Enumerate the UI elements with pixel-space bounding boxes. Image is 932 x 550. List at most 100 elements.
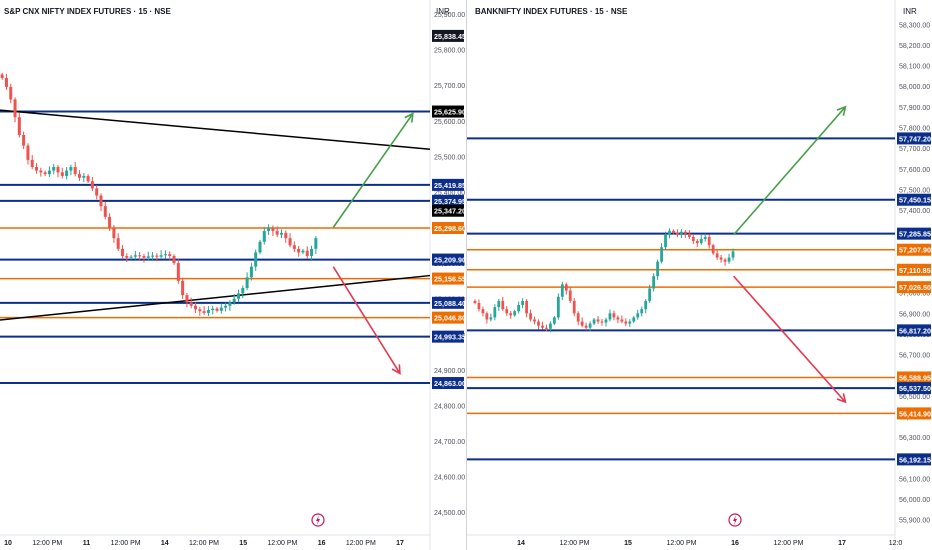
price-tag-label: 25,088.40: [434, 299, 466, 308]
y-tick-label: 57,700.00: [899, 146, 930, 153]
candle-body: [262, 231, 266, 242]
candle-body: [52, 167, 56, 171]
x-tick-label: 15: [239, 540, 247, 547]
candle-body: [30, 159, 34, 168]
candle-body: [683, 231, 687, 234]
y-tick-label: 24,800.00: [434, 403, 465, 410]
y-tick-label: 57,800.00: [899, 126, 930, 133]
candle-body: [604, 319, 608, 323]
banknifty-chart-svg[interactable]: 55,900.0056,000.0056,100.0056,200.0056,3…: [467, 0, 932, 550]
price-tag: [897, 243, 931, 256]
price-tag: [432, 330, 464, 343]
candle-body: [292, 245, 296, 249]
banknifty-chart-panel[interactable]: BANKNIFTY INDEX FUTURES · 15 · NSE INR 5…: [466, 0, 932, 550]
price-tag: [432, 311, 464, 324]
candle-body: [513, 311, 517, 316]
candle-body: [564, 284, 568, 291]
x-tick-label: 16: [318, 540, 326, 547]
y-tick-label: 24,700.00: [434, 439, 465, 446]
candle-body: [731, 251, 735, 258]
price-tag-label: 24,863.00: [434, 379, 466, 388]
candle-body: [77, 174, 82, 178]
candle-body: [648, 288, 652, 301]
candle-body: [168, 254, 172, 256]
bearish-projection-arrow: [733, 275, 846, 403]
lightning-bolt: [316, 515, 320, 525]
candle-body: [628, 321, 632, 324]
candle-body: [305, 250, 309, 256]
price-tag-label: 56,192.15: [899, 455, 931, 464]
candle-body: [584, 325, 588, 328]
candle-body: [254, 252, 258, 267]
currency-label: INR: [436, 7, 450, 16]
y-tick-label: 56,000.00: [899, 497, 930, 504]
candle-body: [142, 255, 146, 258]
y-tick-label: 55,900.00: [899, 518, 930, 525]
candle-body: [194, 305, 198, 310]
price-tag: [432, 272, 464, 285]
y-tick-label: 58,100.00: [899, 64, 930, 71]
bearish-projection-arrow: [332, 266, 401, 374]
candle-body: [206, 310, 210, 313]
price-tag-label: 56,414.90: [899, 409, 931, 418]
bullish-projection-arrow-head: [836, 105, 847, 116]
currency-label: INR: [903, 7, 917, 16]
y-tick-label: 25,400.00: [434, 190, 465, 197]
candle-body: [560, 284, 564, 297]
x-tick-label: 12:00 PM: [774, 540, 804, 547]
candle-body: [249, 266, 253, 278]
candle-body: [660, 247, 663, 262]
price-tag-label: 57,747.20: [899, 134, 931, 143]
price-tag: [432, 253, 464, 266]
candle-body: [69, 167, 73, 171]
candle-body: [497, 300, 501, 308]
candle-body: [65, 170, 69, 176]
nifty-chart-svg[interactable]: 24,500.00 24,600.00 24,700.00 24,800.00 24,9…: [0, 0, 466, 550]
candle-body: [224, 305, 228, 308]
y-tick-label: 25,700.00: [434, 83, 465, 90]
candle-body: [0, 74, 4, 79]
price-tag-label: 57,285.85: [899, 230, 931, 239]
candle-body: [159, 255, 163, 257]
candle-body: [664, 234, 667, 248]
price-tag: [897, 324, 931, 337]
candle-body: [485, 313, 489, 320]
price-tag-label: 25,347.20: [434, 207, 466, 216]
candle-body: [125, 255, 129, 258]
candle-body: [172, 255, 176, 264]
x-tick-label: 12:00 PM: [667, 540, 697, 547]
candle-body: [620, 319, 624, 322]
candle-body: [129, 256, 133, 258]
y-tick-label: 56,500.00: [899, 394, 930, 401]
candle-body: [146, 256, 150, 258]
price-tag: [897, 407, 931, 420]
candle-body: [9, 86, 13, 100]
price-tag-label: 57,026.50: [899, 283, 931, 292]
candle-body: [525, 300, 528, 314]
candle-body: [39, 170, 43, 173]
candle-body: [703, 236, 707, 239]
nifty-chart-panel[interactable]: S&P CNX NIFTY INDEX FUTURES · 15 · NSE I…: [0, 0, 466, 550]
candle-body: [288, 238, 292, 246]
candle-body: [656, 261, 659, 277]
chart-title: BANKNIFTY INDEX FUTURES · 15 · NSE: [475, 7, 628, 16]
x-tick-label: 12:00 PM: [32, 540, 62, 547]
candle-body: [17, 117, 21, 135]
price-tag: [897, 281, 931, 294]
price-tag-label: 56,817.20: [899, 326, 931, 335]
bearish-projection-arrow-head: [836, 393, 847, 404]
y-tick-label: 24,500.00: [434, 510, 465, 517]
candle-body: [616, 317, 620, 320]
x-tick-label: 14: [517, 540, 525, 547]
candle-body: [47, 170, 51, 175]
price-tag: [432, 194, 464, 207]
y-tick-label: 58,000.00: [899, 84, 930, 91]
trendline: [0, 274, 431, 321]
y-tick-label: 58,200.00: [899, 43, 930, 50]
x-tick-label: 12:00 PM: [189, 540, 219, 547]
trendline: [0, 109, 431, 150]
candle-body: [719, 257, 723, 260]
candle-body: [723, 259, 727, 262]
y-tick-label: 56,300.00: [899, 435, 930, 442]
candle-body: [727, 257, 731, 262]
